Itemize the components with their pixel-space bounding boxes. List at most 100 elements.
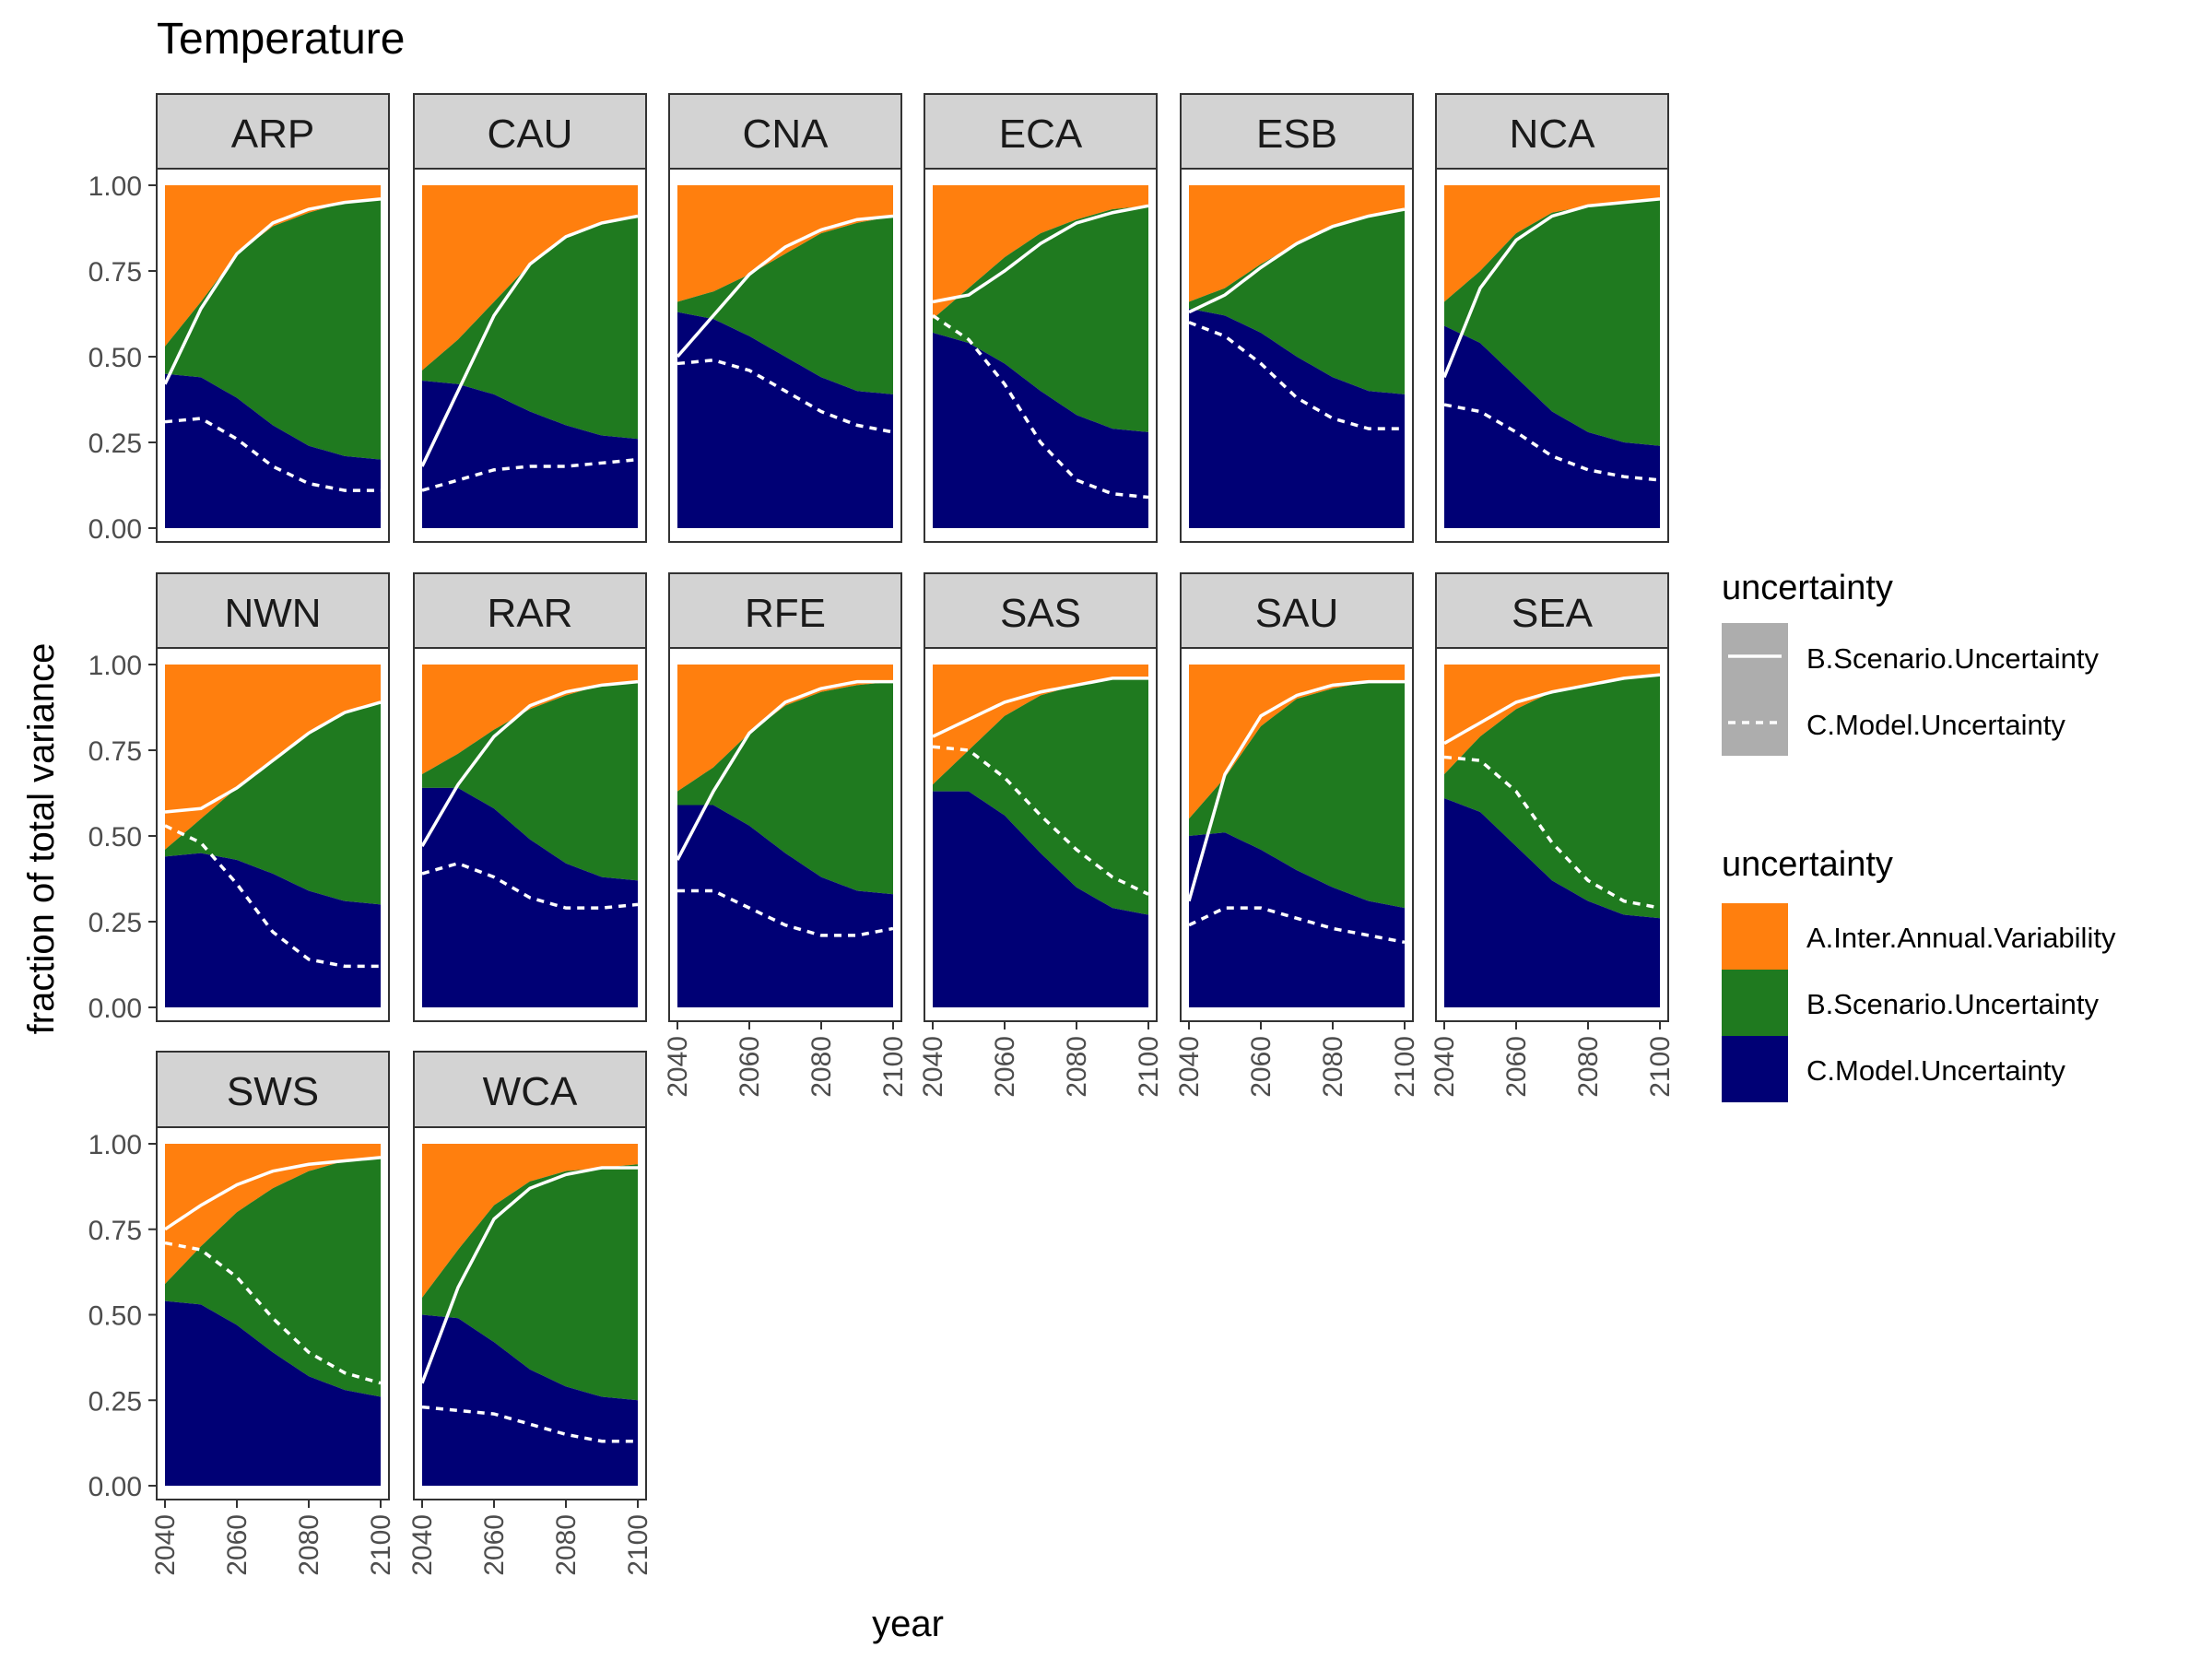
line-scenario-uncertainty: [164, 1156, 382, 1231]
line-model-uncertainty: [164, 417, 381, 492]
y-tick-label: 0.50: [88, 343, 142, 373]
area-model-uncertainty: [422, 1314, 638, 1486]
strip-label-sau: SAU: [1255, 591, 1338, 636]
line-scenario-uncertainty: [932, 204, 1149, 304]
panel-rfe: RFE 2040 2060 2080 2100: [663, 572, 909, 1098]
area-inter-annual-variability: [165, 185, 381, 347]
line-scenario-uncertainty: [420, 679, 639, 848]
strip-label-cau: CAU: [488, 112, 573, 157]
panel-sas: SAS 2040 2060 2080 2100: [918, 572, 1164, 1098]
line-scenario-uncertainty: [1443, 673, 1661, 746]
y-tick-label: 0.00: [88, 514, 142, 545]
panel-sws: SWS 0.00 0.25 0.50 0.75 1.00 2040 2060 2080 2100: [88, 1051, 396, 1576]
area-model-uncertainty: [677, 805, 893, 1007]
x-tick-label: 2040: [407, 1514, 438, 1576]
legend-fill-swatch-variability: [1722, 903, 1788, 970]
y-tick-label: 1.00: [88, 171, 142, 202]
strip-label-rfe: RFE: [745, 591, 826, 636]
x-tick-label: 2060: [990, 1036, 1020, 1098]
y-tick-label: 1.00: [88, 1130, 142, 1160]
area-scenario-uncertainty: [1444, 198, 1660, 446]
panel-border: [1180, 168, 1414, 543]
panel-border: [1435, 168, 1669, 543]
area-scenario-uncertainty: [1189, 681, 1405, 909]
strip-label-eca: ECA: [999, 112, 1083, 157]
area-model-uncertainty: [1189, 308, 1405, 528]
line-scenario-uncertainty: [676, 214, 894, 359]
x-tick-label: 2060: [1501, 1036, 1532, 1098]
panel-sau: SAU 2040 2060 2080 2100: [1174, 572, 1420, 1098]
area-scenario-uncertainty: [677, 216, 893, 394]
line-scenario-uncertainty: [420, 214, 639, 467]
area-scenario-uncertainty: [933, 677, 1148, 915]
legend-fill-label-model: C.Model.Uncertainty: [1806, 1054, 2065, 1087]
area-scenario-uncertainty: [933, 206, 1148, 432]
line-scenario-uncertainty: [1442, 197, 1661, 378]
x-tick-label: 2040: [1430, 1036, 1460, 1098]
line-scenario-uncertainty: [1188, 207, 1406, 314]
strip-esb: [1180, 93, 1414, 170]
panel-sea: SEA 2040 2060 2080 2100: [1430, 572, 1676, 1098]
area-model-uncertainty: [677, 312, 893, 528]
strip-sau: [1180, 572, 1414, 649]
strip-arp: [156, 93, 390, 170]
line-model-uncertainty: [421, 1405, 638, 1443]
y-tick-label: 0.75: [88, 1216, 142, 1246]
area-inter-annual-variability: [165, 1144, 381, 1285]
panel-border: [156, 168, 390, 543]
strip-nca: [1435, 93, 1669, 170]
panel-eca: ECA: [924, 93, 1158, 543]
strip-rar: [413, 572, 647, 649]
line-scenario-uncertainty: [163, 197, 382, 385]
line-scenario-uncertainty: [1187, 679, 1405, 902]
legend-fill-swatch-scenario: [1722, 970, 1788, 1036]
area-scenario-uncertainty: [422, 681, 638, 881]
area-inter-annual-variability: [677, 185, 893, 302]
x-tick-label: 2060: [735, 1036, 765, 1098]
y-tick-label: 0.75: [88, 736, 142, 767]
area-inter-annual-variability: [933, 665, 1148, 785]
x-tick-label: 2080: [1573, 1036, 1604, 1098]
y-tick-label: 0.00: [88, 1472, 142, 1502]
x-tick-label: 2040: [1174, 1036, 1205, 1098]
panel-border: [668, 647, 902, 1022]
line-model-uncertainty: [164, 824, 381, 969]
panel-wca: WCA 2040 2060 2080 2100: [407, 1051, 653, 1576]
area-model-uncertainty: [165, 373, 381, 528]
panel-rar: RAR: [413, 572, 647, 1022]
line-model-uncertainty: [677, 888, 894, 937]
area-model-uncertainty: [422, 381, 638, 528]
area-inter-annual-variability: [1444, 185, 1660, 302]
panel-nca: NCA: [1435, 93, 1669, 543]
panel-cna: CNA: [668, 93, 902, 543]
x-tick-label: 2060: [479, 1514, 510, 1576]
area-model-uncertainty: [1444, 325, 1660, 528]
y-tick-label: 0.75: [88, 257, 142, 288]
panel-esb: ESB: [1180, 93, 1414, 543]
strip-label-sas: SAS: [1000, 591, 1081, 636]
facet-panels: ARP 0.00 0.25 0.50 0.75 1.00 CAU CNA ECA ESB NCA NW…: [88, 93, 1676, 1576]
line-model-uncertainty: [164, 1241, 382, 1385]
strip-label-nwn: NWN: [224, 591, 321, 636]
strip-label-arp: ARP: [231, 112, 314, 157]
strip-label-esb: ESB: [1256, 112, 1337, 157]
line-model-uncertainty: [932, 745, 1149, 896]
area-scenario-uncertainty: [1189, 209, 1405, 394]
x-tick-label: 2080: [294, 1514, 324, 1576]
panel-border: [413, 168, 647, 543]
area-scenario-uncertainty: [422, 216, 638, 440]
line-model-uncertainty: [421, 861, 639, 910]
strip-cna: [668, 93, 902, 170]
x-tick-label: 2060: [222, 1514, 253, 1576]
strip-wca: [413, 1051, 647, 1128]
area-scenario-uncertainty: [1444, 675, 1660, 919]
area-model-uncertainty: [933, 332, 1148, 528]
strip-eca: [924, 93, 1158, 170]
legend-fill-label-scenario: B.Scenario.Uncertainty: [1806, 988, 2100, 1020]
panel-border: [156, 647, 390, 1022]
x-tick-label: 2040: [150, 1514, 181, 1576]
area-scenario-uncertainty: [677, 681, 893, 895]
area-model-uncertainty: [933, 791, 1148, 1007]
line-scenario-uncertainty: [676, 679, 893, 861]
